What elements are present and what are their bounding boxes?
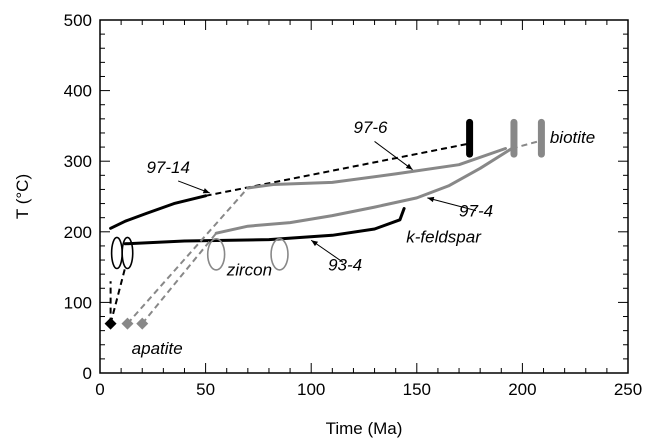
y-tick-label: 0 — [83, 364, 92, 383]
plot-frame — [99, 19, 629, 374]
apatite-diamond-marker-1 — [121, 317, 134, 330]
age-ellipse-3 — [270, 238, 289, 271]
annotation-label-1: 97-6 — [353, 118, 388, 137]
series-line-0 — [109, 194, 208, 230]
series-line-3 — [246, 147, 507, 190]
annotation-label-4: k-feldspar — [406, 227, 482, 246]
axis-ticks — [99, 19, 629, 374]
annotation-label-0: 97-14 — [146, 158, 189, 177]
x-tick-label: 100 — [297, 380, 325, 399]
apatite-diamond-marker-0 — [104, 317, 117, 330]
y-tick-label: 300 — [64, 152, 92, 171]
annotation-arrow-2 — [427, 197, 477, 212]
series-layer — [109, 139, 544, 325]
annotation-arrowhead-2 — [427, 196, 435, 203]
annotation-label-2: biotite — [550, 128, 595, 147]
shapes-layer — [104, 118, 545, 330]
annotations-layer: 97-14 97-6 biotite 97-4 k-feldspar 93-4 zircon… — [132, 118, 596, 358]
annotation-label-5: 93-4 — [328, 256, 362, 275]
y-tick-label: 100 — [64, 293, 92, 312]
x-tick-label: 250 — [614, 380, 642, 399]
annotation-arrow-1 — [374, 141, 413, 171]
age-ellipse-2 — [206, 238, 226, 271]
series-line-2 — [123, 207, 406, 246]
annotation-arrowhead-0 — [202, 188, 210, 194]
annotation-arrowhead-3 — [311, 240, 319, 247]
series-line-7 — [126, 187, 249, 325]
annotation-arrowhead-1 — [405, 163, 413, 170]
y-axis-title: T (°C) — [13, 174, 32, 219]
x-tick-label: 50 — [196, 380, 215, 399]
x-tick-label: 200 — [508, 380, 536, 399]
x-axis-title: Time (Ma) — [326, 419, 403, 438]
apatite-diamond-marker-2 — [136, 317, 149, 330]
series-line-6 — [109, 266, 127, 324]
age-ellipse-1 — [121, 236, 134, 270]
age-ellipse-0 — [110, 236, 123, 270]
y-tick-label: 200 — [64, 223, 92, 242]
series-line-4 — [214, 147, 514, 235]
tick-labels: 0 50 100 150 200 250 0 100 200 300 400 500 — [64, 11, 643, 399]
y-tick-label: 500 — [64, 11, 92, 30]
annotation-label-7: apatite — [132, 339, 183, 358]
series-line-8 — [141, 232, 217, 325]
annotation-label-3: 97-4 — [459, 201, 493, 220]
annotation-label-6: zircon — [226, 261, 272, 280]
x-tick-label: 150 — [403, 380, 431, 399]
x-tick-label: 0 — [95, 380, 104, 399]
y-tick-label: 400 — [64, 82, 92, 101]
